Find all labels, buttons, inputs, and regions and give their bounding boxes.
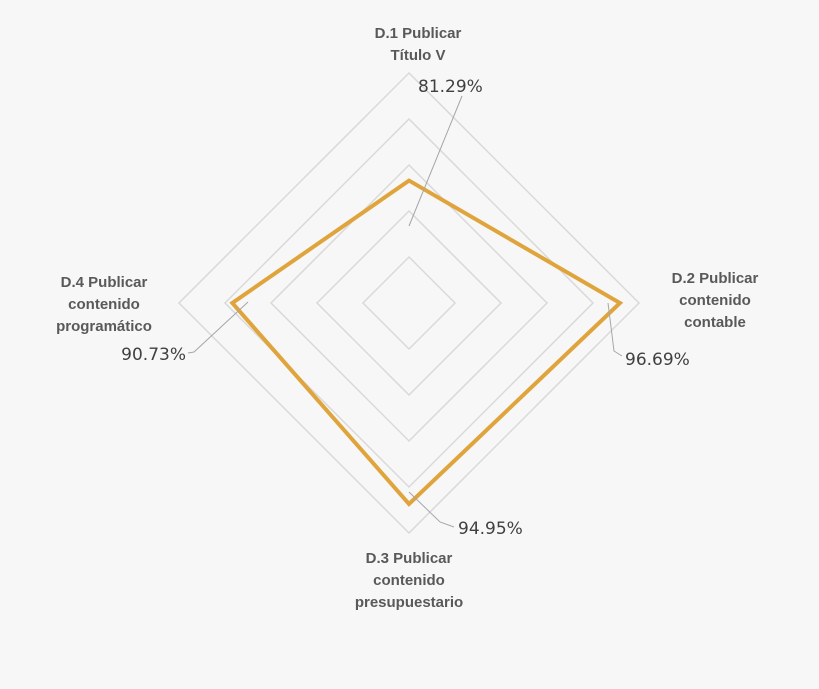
leader-line-3 <box>408 491 455 528</box>
axis-label-line: D.1 Publicar <box>375 25 462 42</box>
axis-label-line: D.4 Publicar <box>61 274 148 291</box>
axis-label-line: D.2 Publicar <box>672 270 759 287</box>
axis-label-line: Título V <box>391 47 446 64</box>
axis-label-3: D.3 Publicar contenido presupuestario <box>355 550 463 611</box>
axis-label-line: programático <box>56 318 152 335</box>
axis-label-line: contenido <box>679 292 751 309</box>
data-label-3: 94.95% <box>458 519 523 539</box>
data-label-4: 90.73% <box>121 345 186 365</box>
axis-label-line: D.3 Publicar <box>366 550 453 567</box>
grid-ring-5 <box>177 71 641 535</box>
axis-label-line: presupuestario <box>355 594 463 611</box>
leader-line-2 <box>607 302 623 357</box>
axis-label-line: contable <box>684 314 746 331</box>
grid-ring-4 <box>223 117 595 489</box>
axis-label-4: D.4 Publicar contenido programático <box>56 274 152 335</box>
series-line <box>229 178 624 507</box>
data-label-1: 81.29% <box>418 77 483 97</box>
axis-label-line: contenido <box>68 296 140 313</box>
grid-ring-1 <box>361 255 457 351</box>
grid-ring-2 <box>315 209 503 397</box>
grid-ring-3 <box>269 163 549 443</box>
leader-line-1 <box>408 95 463 227</box>
leader-line-4 <box>187 301 249 354</box>
axis-label-line: contenido <box>373 572 445 589</box>
data-label-2: 96.69% <box>625 350 690 370</box>
axis-label-2: D.2 Publicar contenido contable <box>672 270 759 331</box>
axis-label-1: D.1 Publicar Título V <box>375 25 462 64</box>
